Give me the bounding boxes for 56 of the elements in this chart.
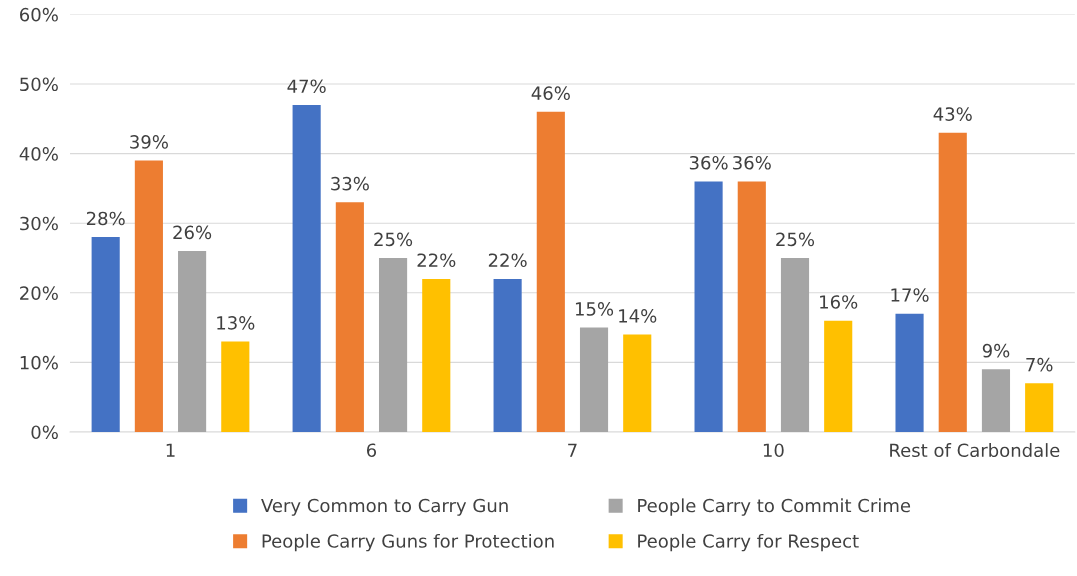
bar [221, 341, 250, 432]
data-label: 17% [891, 288, 929, 302]
data-label: 36% [733, 155, 771, 170]
data-label: 25% [374, 232, 413, 247]
bar [824, 320, 853, 432]
data-label: 7% [1026, 357, 1053, 372]
x-tick-label: 10 [763, 443, 784, 458]
bar [737, 181, 766, 432]
y-tick-label: 20% [20, 286, 58, 300]
x-tick-label: 6 [366, 443, 377, 458]
bar [422, 278, 451, 432]
y-tick-label: 60% [20, 7, 58, 22]
data-label: 14% [619, 309, 657, 323]
bar [493, 278, 522, 432]
data-label: 22% [488, 253, 527, 268]
bar [378, 258, 408, 432]
y-tick-label: 50% [20, 77, 58, 92]
x-tick-label: Rest of Carbondale [890, 443, 1060, 458]
data-label: 16% [820, 295, 858, 309]
legend-label: Very Common to Carry Gun [261, 498, 508, 516]
y-tick-label: 30% [20, 216, 58, 231]
bar [91, 237, 120, 432]
bar [780, 258, 810, 432]
legend-label: People Carry Guns for Protection [262, 533, 554, 552]
x-tick-label: 7 [568, 443, 577, 457]
data-label: 25% [776, 232, 815, 247]
bar [895, 313, 924, 432]
bar [1025, 383, 1054, 432]
data-label: 9% [982, 343, 1010, 358]
bar [292, 104, 321, 432]
data-label: 36% [689, 155, 728, 170]
bar [536, 111, 565, 432]
bar [694, 181, 723, 432]
data-label: 46% [531, 86, 570, 101]
bar [579, 327, 609, 432]
data-label: 22% [417, 253, 456, 268]
bar [938, 132, 967, 432]
bar [335, 202, 364, 432]
y-tick-label: 40% [19, 147, 58, 161]
data-label: 26% [173, 225, 212, 240]
legend-label: People Carry for Respect [638, 533, 859, 552]
y-tick-label: 0% [31, 425, 58, 440]
data-label: 28% [86, 211, 125, 226]
y-tick-label: 10% [20, 355, 58, 370]
bar [981, 369, 1011, 432]
bar [623, 334, 652, 432]
legend-label: People Carry to Commit Crime [638, 498, 911, 516]
data-label: 33% [331, 176, 369, 191]
data-label: 39% [130, 135, 168, 149]
bar [178, 251, 207, 432]
data-label: 43% [933, 107, 972, 121]
x-tick-label: 1 [166, 443, 175, 457]
bar [134, 160, 163, 432]
data-label: 15% [575, 302, 614, 316]
data-label: 47% [287, 79, 326, 94]
data-label: 13% [217, 316, 255, 330]
